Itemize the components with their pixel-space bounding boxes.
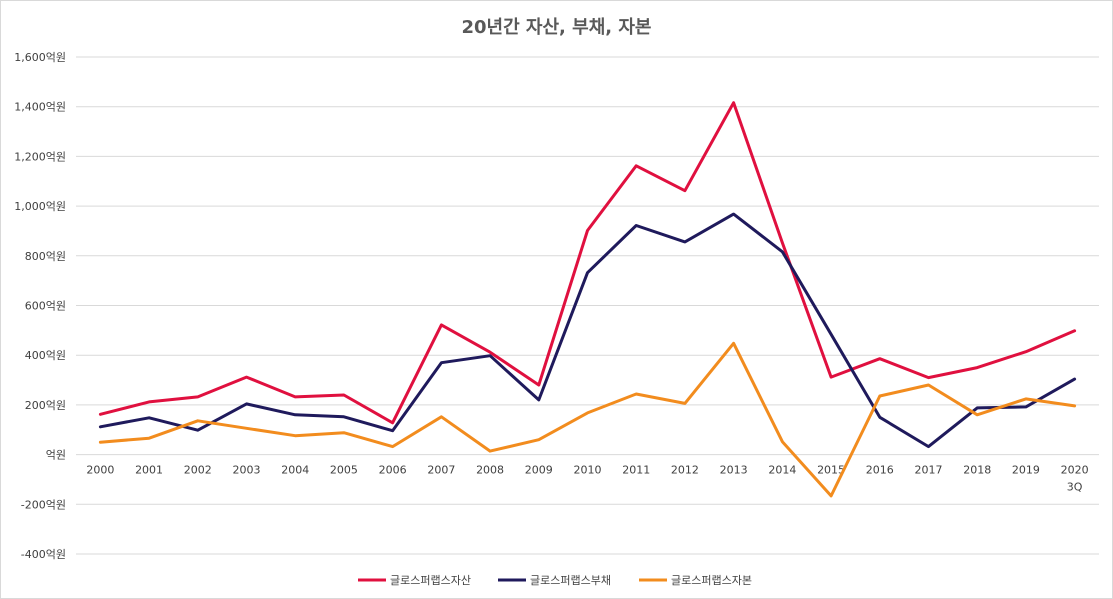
x-tick-line: 2012 — [671, 464, 699, 477]
x-tick-line: 2009 — [525, 464, 553, 477]
x-tick-line: 2002 — [184, 464, 212, 477]
x-tick-line: 2003 — [233, 464, 261, 477]
chart-title: 20년간 자산, 부채, 자본 — [461, 17, 652, 38]
x-tick-line: 2016 — [866, 464, 894, 477]
legend-label: 글로스퍼랩스부채 — [530, 574, 611, 587]
x-tick-line: 2010 — [574, 464, 602, 477]
x-tick-label: 2016 — [866, 464, 894, 477]
y-tick-label: 억원 — [46, 449, 66, 462]
x-tick-label: 2003 — [233, 464, 261, 477]
x-tick-line: 2004 — [281, 464, 309, 477]
series-lines — [98, 101, 1077, 498]
x-tick-line: 2006 — [379, 464, 407, 477]
x-tick-line: 2011 — [622, 464, 650, 477]
y-tick-label: -400억원 — [21, 548, 66, 561]
series-line-2 — [98, 341, 1077, 498]
x-tick-line: 2014 — [768, 464, 796, 477]
x-axis-ticks: 2000 2001 2002 2003 2004 2005 2006 2007 2008 2009… — [86, 464, 1088, 494]
y-tick-label: 1,400억원 — [14, 101, 66, 114]
x-tick-line: 2013 — [720, 464, 748, 477]
x-tick-label: 2019 — [1012, 464, 1040, 477]
x-tick-line: 2018 — [963, 464, 991, 477]
x-tick-label: 2020 3Q — [1061, 464, 1089, 494]
y-axis-ticks: 1,600억원 1,400억원 1,200억원 1,000억원 800억원 600억원 40… — [14, 51, 66, 561]
x-tick-label: 2006 — [379, 464, 407, 477]
x-tick-label: 2002 — [184, 464, 212, 477]
y-tick-label: 800억원 — [25, 250, 66, 263]
x-tick-line: 3Q — [1067, 481, 1083, 494]
legend-item: 글로스퍼랩스자산 — [358, 574, 471, 587]
x-tick-label: 2007 — [427, 464, 455, 477]
x-tick-line: 2015 — [817, 464, 845, 477]
x-tick-line: 2001 — [135, 464, 163, 477]
x-tick-label: 2008 — [476, 464, 504, 477]
series-line-0 — [98, 101, 1077, 425]
x-tick-line: 2007 — [427, 464, 455, 477]
x-tick-label: 2014 — [768, 464, 796, 477]
x-tick-line: 2005 — [330, 464, 358, 477]
y-tick-label: 600억원 — [25, 300, 66, 313]
x-tick-label: 2018 — [963, 464, 991, 477]
legend-item: 글로스퍼랩스자본 — [639, 574, 752, 587]
x-tick-line: 2008 — [476, 464, 504, 477]
y-tick-label: 400억원 — [25, 349, 66, 362]
y-tick-label: 1,200억원 — [14, 150, 66, 163]
legend-label: 글로스퍼랩스자본 — [671, 574, 752, 587]
x-tick-label: 2010 — [574, 464, 602, 477]
legend-label: 글로스퍼랩스자산 — [390, 574, 471, 587]
x-tick-label: 2015 — [817, 464, 845, 477]
x-tick-label: 2013 — [720, 464, 748, 477]
legend: 글로스퍼랩스자산 글로스퍼랩스부채 글로스퍼랩스자본 — [358, 574, 752, 587]
series-line-1 — [98, 212, 1077, 449]
x-tick-label: 2011 — [622, 464, 650, 477]
x-tick-line: 2000 — [86, 464, 114, 477]
gridlines — [76, 56, 1099, 555]
x-tick-label: 2000 — [86, 464, 114, 477]
x-tick-label: 2009 — [525, 464, 553, 477]
x-tick-line: 2019 — [1012, 464, 1040, 477]
x-tick-label: 2005 — [330, 464, 358, 477]
x-tick-line: 2017 — [915, 464, 943, 477]
x-tick-label: 2012 — [671, 464, 699, 477]
y-tick-label: 200억원 — [25, 399, 66, 412]
legend-item: 글로스퍼랩스부채 — [498, 574, 611, 587]
x-tick-line: 2020 — [1061, 464, 1089, 477]
x-tick-label: 2004 — [281, 464, 309, 477]
y-tick-label: -200억원 — [21, 498, 66, 511]
y-tick-label: 1,600억원 — [14, 51, 66, 64]
x-tick-label: 2017 — [915, 464, 943, 477]
x-tick-label: 2001 — [135, 464, 163, 477]
y-tick-label: 1,000억원 — [14, 200, 66, 213]
